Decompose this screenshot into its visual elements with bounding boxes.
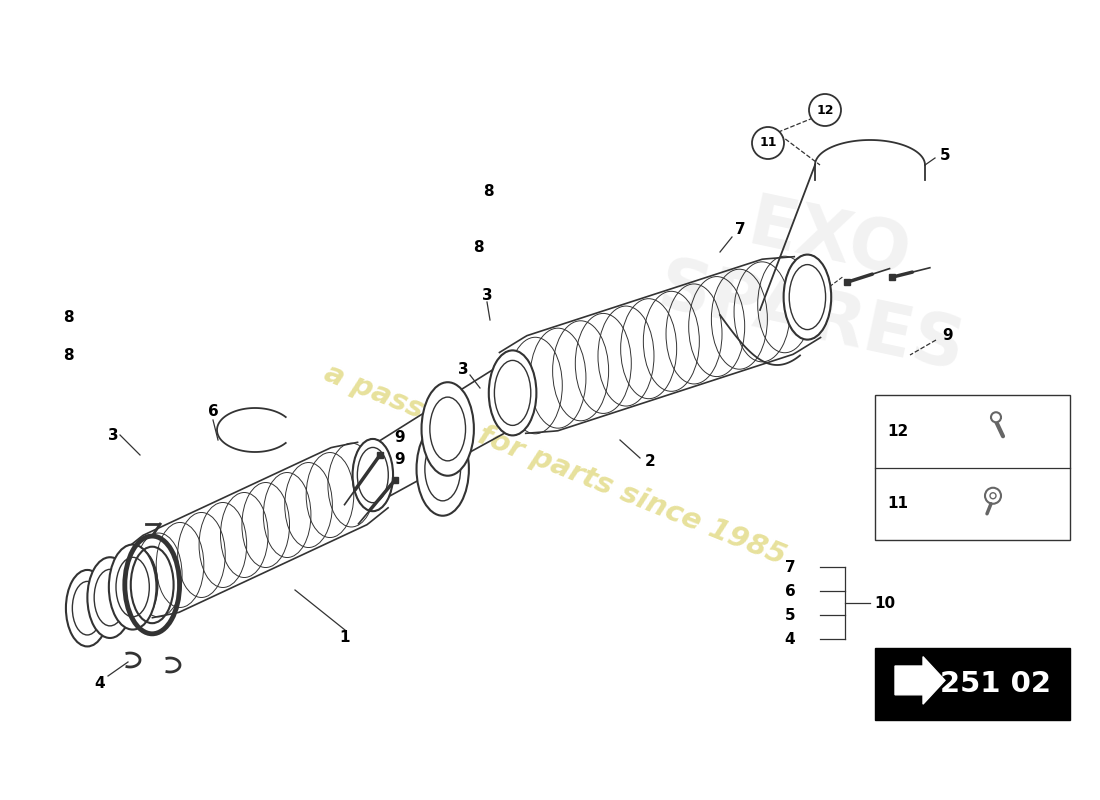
Text: 251 02: 251 02 <box>940 670 1052 698</box>
Ellipse shape <box>430 397 465 461</box>
Text: 2: 2 <box>645 454 656 470</box>
Text: 8: 8 <box>473 241 483 255</box>
Text: 7: 7 <box>784 559 795 574</box>
Text: EXO
SPARES: EXO SPARES <box>652 175 988 385</box>
Text: 6: 6 <box>208 405 219 419</box>
Text: 1: 1 <box>340 630 350 646</box>
Ellipse shape <box>783 254 832 340</box>
Ellipse shape <box>353 439 393 511</box>
Circle shape <box>752 127 784 159</box>
Text: 5: 5 <box>939 147 950 162</box>
Text: 8: 8 <box>483 185 493 199</box>
Ellipse shape <box>417 422 469 516</box>
Text: 6: 6 <box>784 583 795 598</box>
Ellipse shape <box>122 558 153 613</box>
Ellipse shape <box>488 350 537 435</box>
Text: 9: 9 <box>395 453 405 467</box>
Ellipse shape <box>109 545 156 630</box>
Polygon shape <box>895 657 945 704</box>
Ellipse shape <box>789 265 826 330</box>
Ellipse shape <box>358 447 388 502</box>
Text: 8: 8 <box>63 347 74 362</box>
Text: 5: 5 <box>784 607 795 622</box>
Text: 12: 12 <box>816 103 834 117</box>
Text: 7: 7 <box>735 222 746 238</box>
Ellipse shape <box>95 570 125 626</box>
Circle shape <box>991 412 1001 422</box>
Circle shape <box>808 94 842 126</box>
Ellipse shape <box>66 570 109 646</box>
Text: 4: 4 <box>95 675 106 690</box>
Text: 9: 9 <box>395 430 405 445</box>
Text: 3: 3 <box>482 287 493 302</box>
Text: 3: 3 <box>458 362 469 378</box>
Bar <box>874 395 1070 540</box>
Ellipse shape <box>117 549 157 621</box>
Ellipse shape <box>421 382 474 476</box>
Text: 11: 11 <box>759 137 777 150</box>
Text: 4: 4 <box>784 631 795 646</box>
Text: 10: 10 <box>874 595 895 610</box>
Ellipse shape <box>73 582 102 635</box>
Text: 8: 8 <box>63 310 74 326</box>
Bar <box>874 648 1070 720</box>
Text: a passion for parts since 1985: a passion for parts since 1985 <box>320 359 790 570</box>
Text: 12: 12 <box>887 424 909 438</box>
Circle shape <box>990 493 996 498</box>
Ellipse shape <box>87 558 133 638</box>
Text: 11: 11 <box>887 496 907 511</box>
Ellipse shape <box>116 558 150 617</box>
Ellipse shape <box>425 437 461 501</box>
Ellipse shape <box>494 360 531 426</box>
Text: 9: 9 <box>943 327 954 342</box>
Circle shape <box>984 488 1001 504</box>
Text: 3: 3 <box>108 427 119 442</box>
